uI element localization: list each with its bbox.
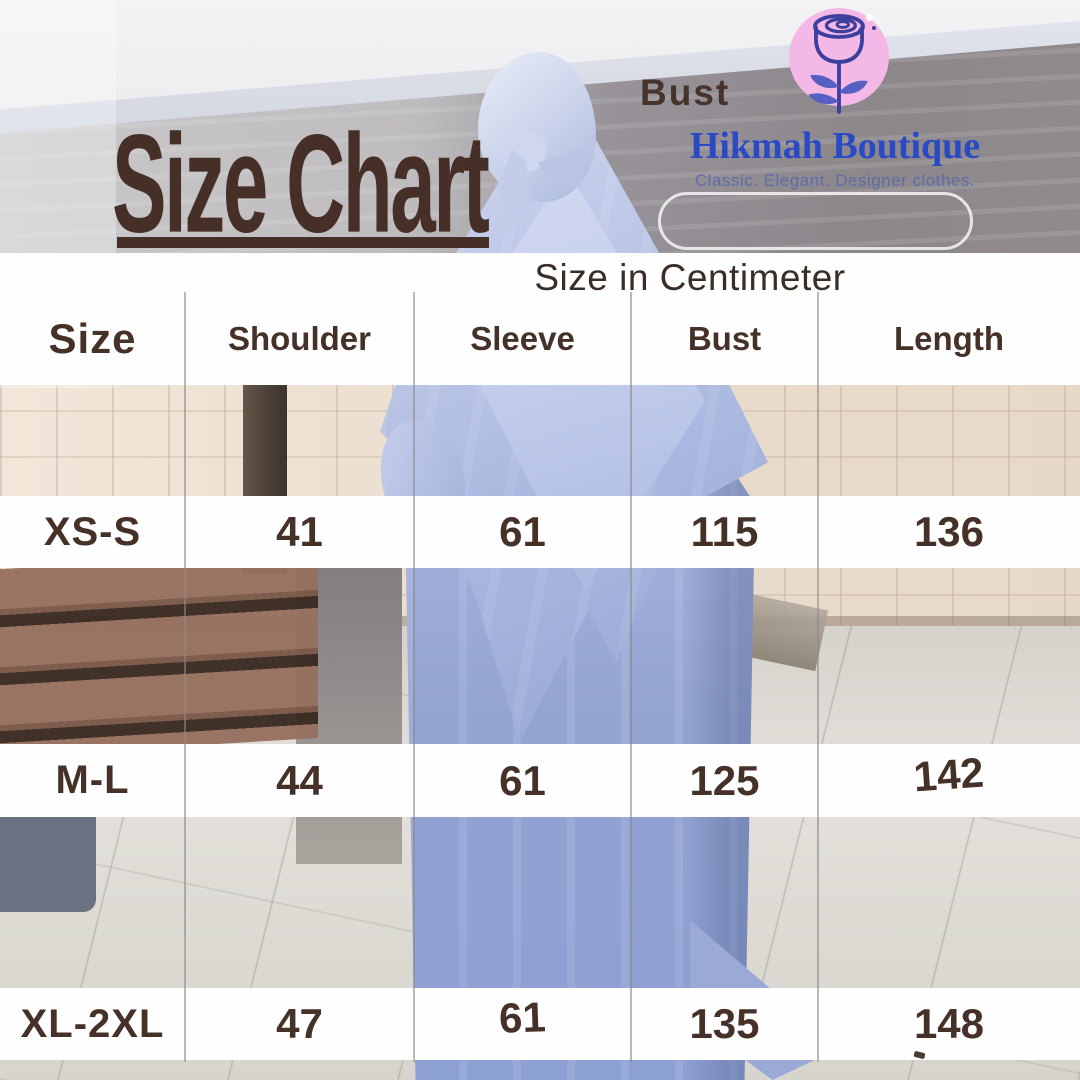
column-divider	[817, 292, 819, 1062]
cell-sleeve: 61	[499, 756, 546, 804]
sparkle-icon	[858, 28, 863, 33]
cell-length: 148	[913, 1000, 985, 1047]
cell-sleeve: 61	[498, 993, 547, 1042]
cell-bust: 125	[689, 756, 760, 804]
cell-length: 142	[911, 748, 986, 800]
unit-label: Size in Centimeter	[534, 257, 846, 298]
store-name: Hikmah Boutique	[689, 125, 981, 167]
rose-icon	[808, 13, 868, 114]
header-cell-shoulder: Shoulder	[227, 320, 371, 357]
header-cell-sleeve: Sleeve	[470, 320, 575, 357]
sparkle-icon	[866, 14, 873, 21]
column-divider	[413, 292, 415, 1062]
row-size-label: M-L	[55, 758, 130, 802]
table-row: XL-2XL 47 61 135 148	[0, 988, 1080, 1060]
header-cell-length: Length	[894, 320, 1004, 357]
cell-bust: 135	[689, 1000, 760, 1047]
cell-shoulder: 44	[276, 756, 323, 804]
cell-length: 136	[913, 508, 985, 555]
sparkle-icon	[872, 26, 876, 30]
row-size-label: XL-2XL	[20, 1001, 165, 1046]
page-title: Size Chart	[112, 105, 490, 262]
pill-outline	[658, 192, 973, 250]
cell-shoulder: 47	[276, 1000, 323, 1047]
cell-shoulder: 41	[276, 508, 323, 555]
table-row: XS-S 41 61 115 136	[0, 496, 1080, 568]
wooden-bench	[0, 549, 318, 759]
title-underline	[117, 237, 489, 248]
measure-label: Bust	[640, 72, 731, 113]
cell-sleeve: 61	[499, 508, 546, 555]
header-cell-size: Size	[48, 315, 137, 362]
store-tagline: Classic. Elegant. Designer clothes.	[694, 171, 976, 190]
table-row: M-L 44 61 125 142	[0, 744, 1080, 817]
header-cell-bust: Bust	[687, 320, 762, 357]
cell-bust: 115	[690, 508, 759, 555]
boutique-logo	[789, 8, 889, 114]
row-size-label: XS-S	[43, 509, 142, 554]
table-header-row: Size Shoulder Sleeve Bust Length	[0, 293, 1080, 385]
dark-reflection	[0, 806, 96, 912]
column-divider	[184, 292, 186, 1062]
column-divider	[630, 292, 632, 1062]
table-header-band: Size in Centimeter Size Shoulder Sleeve …	[0, 253, 1080, 385]
